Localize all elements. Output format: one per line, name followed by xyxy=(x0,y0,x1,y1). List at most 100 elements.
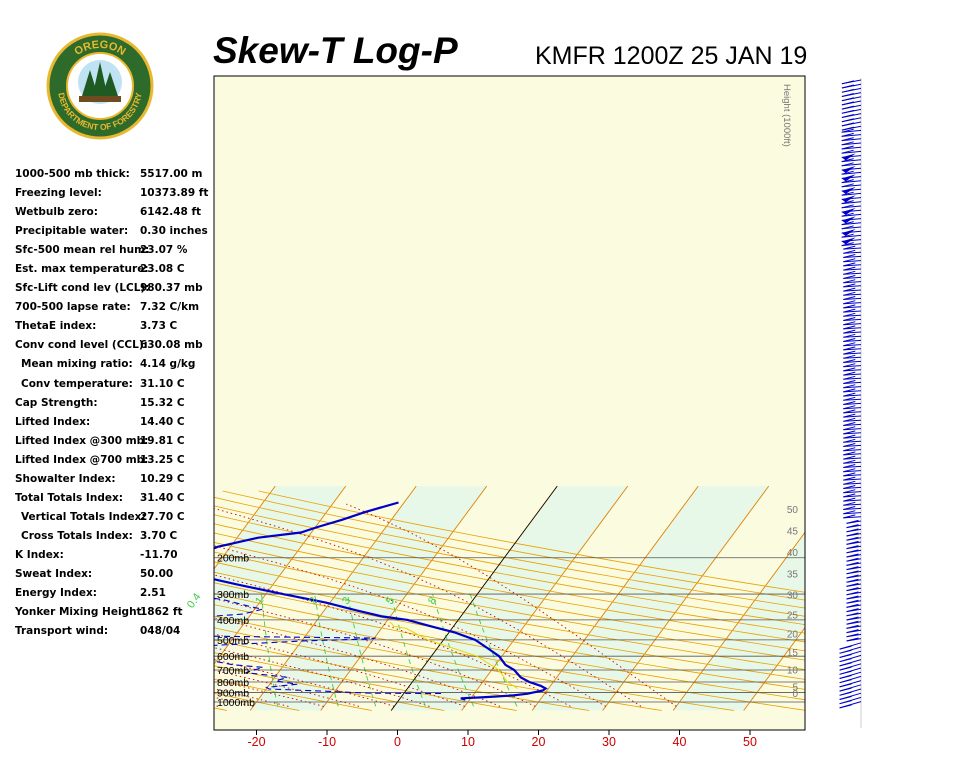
wind-barb-feather xyxy=(846,608,859,613)
wind-barb-feather xyxy=(839,654,852,658)
stat-value: 10373.89 ft xyxy=(140,187,209,200)
stat-row: Est. max temperature: 23.08 C xyxy=(15,263,215,282)
stat-row: Conv temperature: 31.10 C xyxy=(15,378,215,397)
wind-barb-feather xyxy=(839,675,852,679)
wind-barb-feather xyxy=(841,105,855,110)
wind-barb-feather xyxy=(843,325,856,330)
wind-barb-feather xyxy=(846,519,859,524)
wind-barb-feather xyxy=(843,493,856,498)
stat-label: Conv cond level (CCL): xyxy=(15,339,148,352)
plot-frame xyxy=(213,75,806,731)
wind-barb xyxy=(843,478,862,481)
height-label: 30 xyxy=(787,590,799,601)
height-label: 25 xyxy=(787,610,799,621)
stat-value: 5517.00 m xyxy=(140,168,203,180)
stat-label: 1000-500 mb thick: xyxy=(15,168,130,180)
wind-barb-feather xyxy=(846,524,859,529)
isotherm-band xyxy=(673,532,805,711)
stat-label: Energy Index: xyxy=(15,587,97,600)
wind-barb-feather xyxy=(841,109,855,114)
wind-barb xyxy=(843,264,862,267)
dry-adiabat xyxy=(214,541,805,652)
wind-barb xyxy=(843,302,862,305)
wind-barb xyxy=(843,344,862,347)
wind-barb-feather xyxy=(839,666,852,671)
mixing-ratio-label: 2 xyxy=(307,595,320,607)
wind-barb xyxy=(843,268,862,271)
stat-row: Freezing level: 10373.89 ft xyxy=(15,187,215,206)
wind-barb xyxy=(843,255,862,258)
mixing-ratio-line xyxy=(347,594,377,707)
isotherm-line xyxy=(461,485,629,711)
wind-barb-feather xyxy=(843,371,856,376)
wind-barb-feather xyxy=(846,532,859,537)
wind-barb-feather xyxy=(846,620,859,625)
pressure-label: 1000mb xyxy=(217,697,255,709)
isotherm-line xyxy=(602,485,770,711)
dry-adiabat xyxy=(214,692,300,711)
wind-barb xyxy=(843,335,862,338)
stat-value: 50.00 xyxy=(140,567,174,580)
wind-barb-feather xyxy=(843,413,856,418)
dry-adiabat xyxy=(214,514,805,626)
wind-barb-feather xyxy=(846,637,859,642)
wind-barb-feather xyxy=(843,472,856,477)
wind-barb xyxy=(843,348,862,351)
wind-barb-feather xyxy=(843,514,856,519)
stat-row: Lifted Index: 14.40 C xyxy=(15,416,215,435)
wind-barb-feather xyxy=(841,114,855,118)
wind-barb xyxy=(843,503,862,506)
wind-barb-feather xyxy=(843,417,856,422)
wind-barb xyxy=(843,369,862,372)
wind-barb-feather xyxy=(843,283,856,288)
dry-adiabat xyxy=(258,490,805,593)
wind-barb xyxy=(843,281,862,284)
stat-value: 7.32 C/km xyxy=(140,301,200,314)
stat-row: Lifted Index @700 mb: 13.25 C xyxy=(15,454,215,473)
wind-barb xyxy=(843,516,862,519)
wind-barb-feather xyxy=(843,296,856,300)
wind-barb-feather xyxy=(843,468,856,473)
wind-barb xyxy=(843,432,862,435)
wind-barb-feather xyxy=(846,570,859,575)
wind-barb-feather xyxy=(839,649,852,654)
wind-barb-feather xyxy=(843,354,856,359)
stat-label: K Index: xyxy=(15,548,64,561)
stat-label: 700-500 lapse rate: xyxy=(15,301,131,314)
wind-barb-feather xyxy=(843,363,856,368)
stat-row: Sfc-Lift cond lev (LCL): 980.37 mb xyxy=(15,282,215,301)
wind-barb-feather xyxy=(843,266,856,271)
wind-barb-feather xyxy=(843,434,856,439)
wind-barb-feather xyxy=(843,409,856,414)
wind-barb-feather xyxy=(843,485,856,489)
wind-barb-feather xyxy=(841,97,855,102)
isotherm-band xyxy=(532,486,769,711)
wind-barb-flag xyxy=(841,208,856,215)
stat-value: 980.37 mb xyxy=(140,282,203,295)
height-label: 0 xyxy=(792,689,798,700)
chart-title: Skew-T Log-P xyxy=(213,30,458,71)
dry-adiabat xyxy=(214,505,805,617)
stat-value: 048/04 xyxy=(140,625,181,638)
station-time-label: KMFR 1200Z 25 JAN 19 xyxy=(535,42,808,70)
wind-barb xyxy=(843,377,862,380)
wind-barb-flag xyxy=(841,174,856,182)
wind-barb-feather xyxy=(846,591,859,596)
wind-barb-feather xyxy=(843,401,856,405)
stat-value: 3.73 C xyxy=(140,320,178,333)
wind-barb-feather xyxy=(843,405,856,410)
moist-adiabat xyxy=(214,574,571,707)
wind-barb xyxy=(843,512,862,515)
wind-barb-feather xyxy=(843,451,856,456)
wind-barb xyxy=(843,507,862,510)
stat-label: Vertical Totals Index: xyxy=(21,510,146,523)
stat-row: Total Totals Index: 31.40 C xyxy=(15,492,215,511)
x-tick-label: 10 xyxy=(461,735,475,749)
wind-barb-feather xyxy=(841,183,854,188)
wind-barb-feather xyxy=(843,464,856,468)
wind-barb-feather xyxy=(843,510,856,515)
dry-adiabat xyxy=(214,665,445,711)
stat-label: Precipitable water: xyxy=(15,225,129,238)
